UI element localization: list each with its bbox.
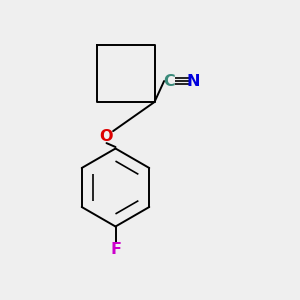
Text: O: O (100, 129, 113, 144)
Text: C: C (164, 74, 175, 88)
Text: N: N (187, 74, 200, 88)
Text: F: F (110, 242, 121, 256)
